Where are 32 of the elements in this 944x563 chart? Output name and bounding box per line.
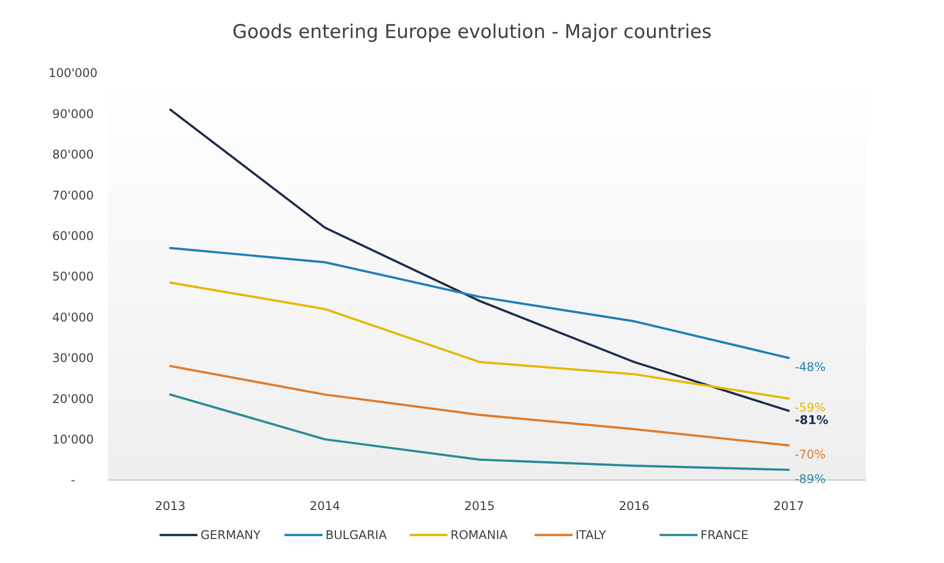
legend-label: ROMANIA xyxy=(450,528,508,542)
y-tick-label: 80'000 xyxy=(52,148,94,162)
x-tick-label: 2014 xyxy=(310,499,340,513)
annotation: -48% xyxy=(794,360,826,374)
line-series xyxy=(169,364,790,447)
y-tick-label: 20'000 xyxy=(52,392,94,406)
y-tick-label: 60'000 xyxy=(52,229,94,243)
legend-label: FRANCE xyxy=(700,528,748,542)
y-tick-label: 40'000 xyxy=(52,310,94,324)
y-tick-label: 50'000 xyxy=(52,270,94,284)
legend-label: GERMANY xyxy=(200,528,262,542)
y-tick-label: 30'000 xyxy=(52,351,94,366)
annotation: -70% xyxy=(794,447,826,462)
y-tick-label: - xyxy=(70,473,76,488)
annotation: -81% xyxy=(794,412,828,427)
legend-label: ITALY xyxy=(576,528,607,542)
y-tick-label: 70'000 xyxy=(52,188,94,202)
line-series xyxy=(169,393,790,471)
x-tick-label: 2015 xyxy=(464,499,495,513)
x-tick-label: 2017 xyxy=(773,499,804,513)
y-tick-label: 90'000 xyxy=(52,106,94,121)
legend-label: BULGARIA xyxy=(326,528,388,542)
x-tick-label: 2016 xyxy=(618,499,650,513)
line-series xyxy=(169,246,790,359)
line-series xyxy=(169,282,790,400)
y-tick-label: 100'000 xyxy=(48,66,98,80)
annotation: -59% xyxy=(794,400,826,415)
line-series xyxy=(169,108,790,412)
annotation: -89% xyxy=(794,472,826,486)
chart-title: Goods entering Europe evolution - Major countries xyxy=(232,21,712,43)
y-tick-label: 10'000 xyxy=(52,432,94,446)
x-tick-label: 2013 xyxy=(155,499,186,513)
